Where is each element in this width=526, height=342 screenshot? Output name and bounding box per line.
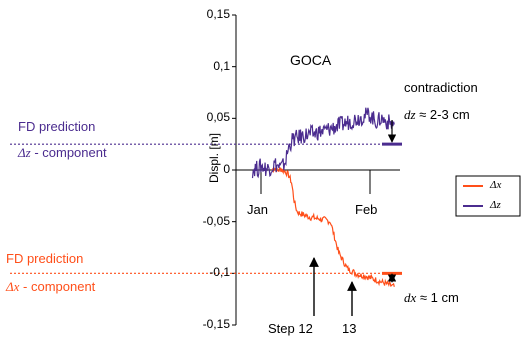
- chart-legend: [455, 175, 521, 217]
- dx-value: ≈ 1 cm: [416, 290, 459, 305]
- y-tick-label: 0,1: [213, 58, 230, 73]
- x-tick-jan: Jan: [247, 202, 268, 217]
- y-tick-label: -0,05: [202, 213, 230, 228]
- annotation-step12: Step 12: [268, 321, 313, 336]
- y-axis-label: Displ. [m]: [207, 132, 221, 184]
- dz-italic: dz: [404, 107, 416, 122]
- legend-label-dx: Δx: [490, 179, 502, 191]
- dz-component-text: - component: [30, 145, 107, 160]
- chart-series: [251, 107, 395, 287]
- y-tick-label: 0,05: [206, 110, 230, 125]
- chart-title: GOCA: [290, 52, 332, 68]
- fd-prediction-dz-label: FD prediction: [18, 119, 96, 134]
- y-tick-label: -0,1: [209, 265, 230, 280]
- annotation-dx: dx ≈ 1 cm: [404, 290, 459, 306]
- annotation-step13: 13: [342, 321, 357, 336]
- dx-symbol: Δx: [6, 279, 20, 294]
- series-line-dz: [251, 107, 395, 179]
- dx-component-text: - component: [19, 279, 96, 294]
- annotation-contradiction: contradiction: [404, 80, 478, 95]
- y-tick-label: -0,15: [202, 317, 230, 331]
- dz-symbol: Δz: [18, 145, 31, 160]
- dx-italic: dx: [404, 290, 417, 305]
- fd-prediction-dx-component: Δx - component: [6, 279, 95, 295]
- y-tick-label: 0,15: [206, 7, 230, 21]
- annotation-arrows: [309, 120, 397, 316]
- fd-prediction-dx-label: FD prediction: [6, 251, 84, 266]
- legend-box: [455, 175, 521, 217]
- legend-label-dz: Δz: [490, 199, 501, 211]
- y-tick-label: 0: [223, 162, 230, 176]
- x-tick-feb: Feb: [355, 202, 378, 217]
- annotation-dz: dz ≈ 2-3 cm: [404, 107, 470, 123]
- dz-value: ≈ 2-3 cm: [415, 107, 470, 122]
- fd-prediction-dz-component: Δz - component: [18, 145, 107, 161]
- series-line-dx: [271, 166, 395, 287]
